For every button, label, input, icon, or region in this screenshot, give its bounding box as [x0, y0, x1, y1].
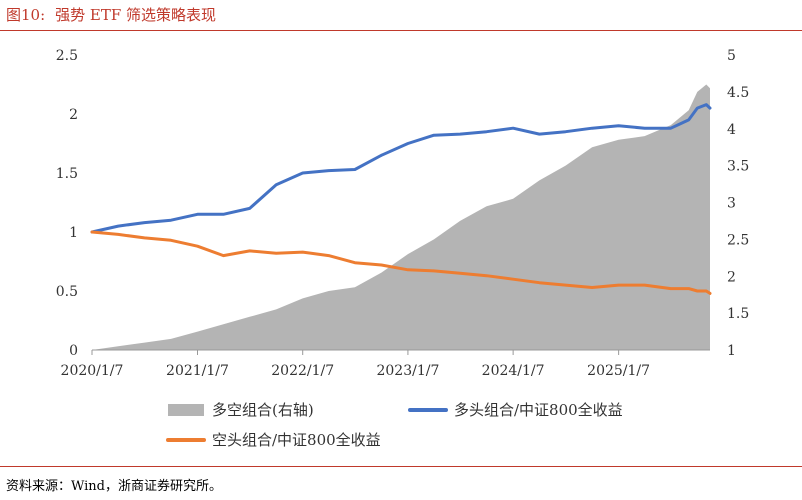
x-tick-label-1: 2021/1/7 [166, 363, 229, 379]
legend-label-1: 多头组合/中证800全收益 [454, 401, 623, 419]
y-right-tick-label-7: 4.5 [727, 85, 749, 101]
legend-label-2: 空头组合/中证800全收益 [212, 431, 381, 449]
footer-rule [0, 466, 802, 467]
figure-title: 图10: 强势 ETF 筛选策略表现 [6, 4, 226, 25]
y-left-tick-label-0: 0 [69, 343, 78, 359]
y-left-tick-label-4: 2 [69, 107, 78, 123]
y-right-tick-label-5: 3.5 [727, 159, 749, 175]
line-series-2 [90, 230, 712, 295]
y-right-tick-label-1: 1.5 [727, 306, 749, 322]
x-tick-label-5: 2025/1/7 [587, 363, 650, 379]
y-left-tick-label-2: 1 [69, 225, 78, 241]
y-right-tick-label-4: 3 [727, 196, 736, 212]
legend-label-0: 多空组合(右轴) [212, 401, 314, 419]
line-layer [90, 103, 712, 295]
x-tick-label-3: 2023/1/7 [376, 363, 439, 379]
source-note: 资料来源：Wind，浙商证券研究所。 [6, 479, 222, 494]
chart: 2020/1/7 2021/1/7 2022/1/7 2023/1/7 2024/1/7… [56, 48, 750, 449]
y-left-tick-label-5: 2.5 [56, 48, 78, 64]
axis-layer [91, 349, 710, 355]
legend-swatch-0 [168, 404, 204, 416]
figure-number: 图10: [6, 6, 46, 24]
y-right-tick-label-0: 1 [727, 343, 736, 359]
x-tick-label-2: 2022/1/7 [271, 363, 334, 379]
title-rule [0, 30, 802, 31]
y-right-tick-label-6: 4 [727, 122, 736, 138]
y-right-tick-label-2: 2 [727, 269, 736, 285]
x-tick-label-0: 2020/1/7 [61, 363, 124, 379]
y-right-tick-label-8: 5 [727, 48, 736, 64]
y-right-tick-label-3: 2.5 [727, 232, 749, 248]
y-left-tick-label-3: 1.5 [56, 166, 78, 182]
tick-label-layer: 2020/1/7 2021/1/7 2022/1/7 2023/1/7 2024/1/7… [56, 48, 750, 379]
figure-title-text: 强势 ETF 筛选策略表现 [55, 6, 217, 24]
y-left-tick-label-1: 0.5 [56, 284, 78, 300]
line-series-1 [90, 103, 712, 234]
x-tick-label-4: 2024/1/7 [482, 363, 545, 379]
